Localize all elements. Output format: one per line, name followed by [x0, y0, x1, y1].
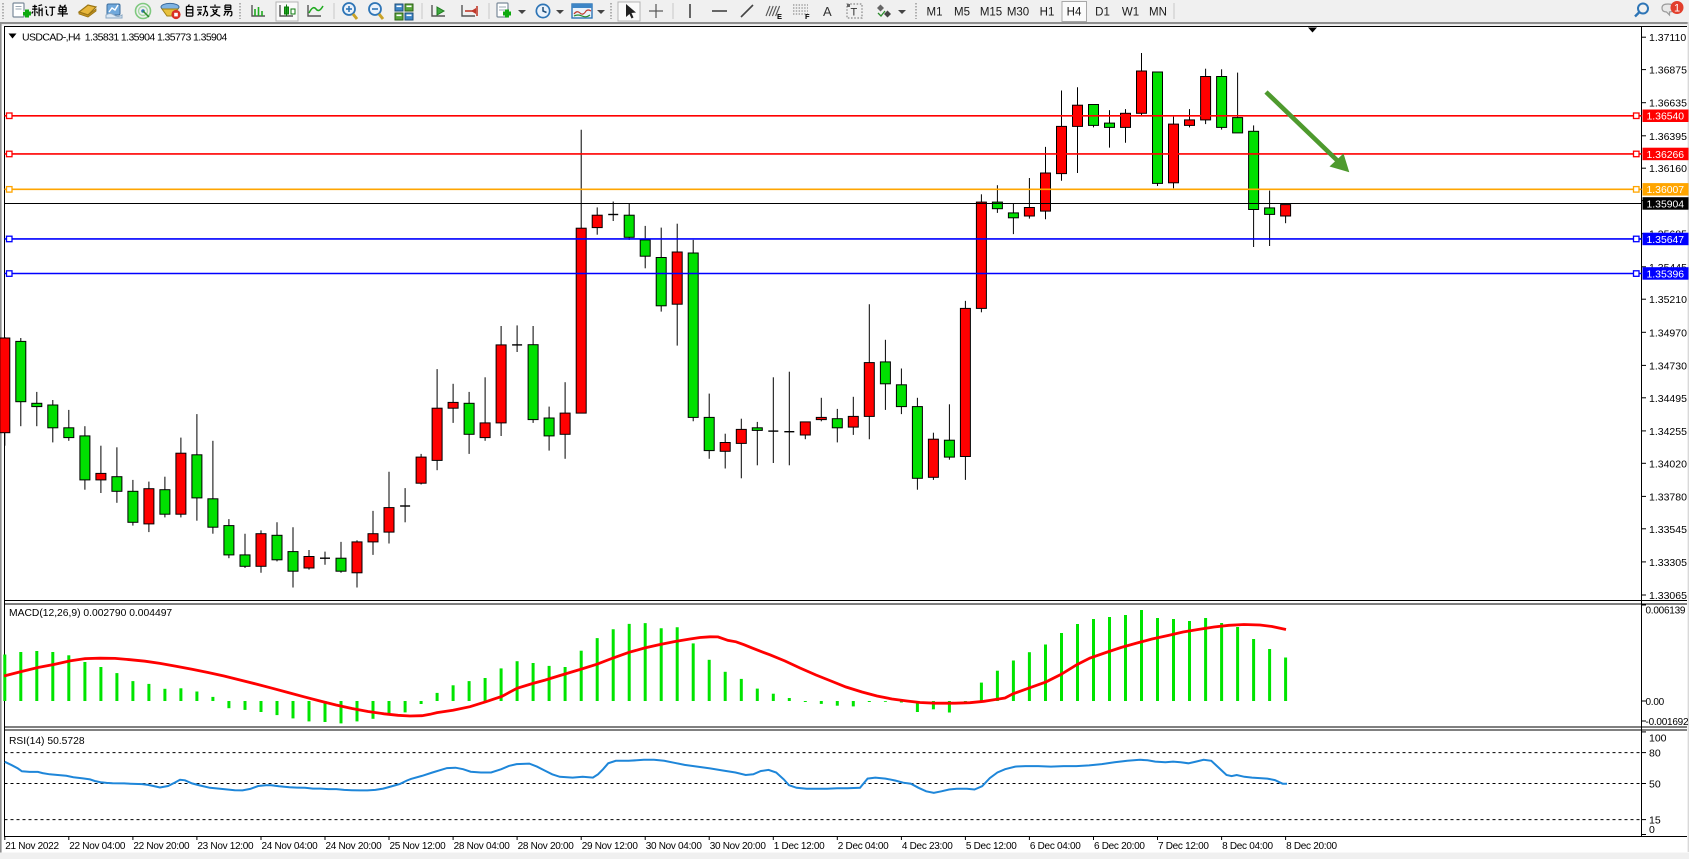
svg-text:D1: D1 — [1095, 7, 1110, 19]
svg-text:M1: M1 — [927, 7, 943, 19]
svg-text:8 Dec 20:00: 8 Dec 20:00 — [1286, 841, 1337, 852]
svg-text:29 Nov 12:00: 29 Nov 12:00 — [582, 841, 639, 852]
svg-text:F: F — [805, 12, 810, 21]
svg-text:0: 0 — [1649, 824, 1655, 836]
svg-text:1.33780: 1.33780 — [1649, 491, 1687, 503]
svg-text:100: 100 — [1649, 733, 1667, 745]
svg-text:24 Nov 20:00: 24 Nov 20:00 — [326, 841, 383, 852]
svg-text:30 Nov 04:00: 30 Nov 04:00 — [646, 841, 703, 852]
svg-text:1.34255: 1.34255 — [1649, 426, 1687, 438]
svg-text:M30: M30 — [1007, 7, 1029, 19]
svg-text:1.36540: 1.36540 — [1647, 112, 1685, 123]
svg-text:1.34970: 1.34970 — [1649, 327, 1687, 339]
svg-text:28 Nov 20:00: 28 Nov 20:00 — [518, 841, 575, 852]
svg-text:1.33545: 1.33545 — [1649, 524, 1687, 536]
svg-text:28 Nov 04:00: 28 Nov 04:00 — [454, 841, 511, 852]
svg-text:MACD(12,26,9) 0.002790 0.00449: MACD(12,26,9) 0.002790 0.004497 — [9, 608, 172, 619]
svg-text:USDCAD-,H4 1.35831 1.35904 1.: USDCAD-,H4 1.35831 1.35904 1.35773 1.359… — [22, 32, 228, 44]
svg-text:30 Nov 20:00: 30 Nov 20:00 — [710, 841, 767, 852]
svg-text:0.00: 0.00 — [1646, 697, 1665, 708]
svg-text:1.35396: 1.35396 — [1647, 269, 1685, 280]
svg-text:MN: MN — [1149, 7, 1167, 19]
svg-text:1: 1 — [1674, 3, 1680, 15]
svg-text:6 Dec 04:00: 6 Dec 04:00 — [1030, 841, 1081, 852]
svg-text:21 Nov 2022: 21 Nov 2022 — [5, 841, 59, 852]
svg-text:6 Dec 20:00: 6 Dec 20:00 — [1094, 841, 1145, 852]
svg-text:M15: M15 — [980, 7, 1002, 19]
svg-text:50: 50 — [1649, 779, 1661, 791]
svg-text:1.33305: 1.33305 — [1649, 557, 1687, 569]
svg-text:W1: W1 — [1122, 7, 1139, 19]
svg-text:1.34020: 1.34020 — [1649, 458, 1687, 470]
svg-text:22 Nov 20:00: 22 Nov 20:00 — [133, 841, 190, 852]
svg-text:1.37110: 1.37110 — [1649, 32, 1686, 44]
svg-text:1.35210: 1.35210 — [1649, 294, 1687, 306]
svg-text:25 Nov 12:00: 25 Nov 12:00 — [390, 841, 447, 852]
svg-text:1.36875: 1.36875 — [1649, 65, 1687, 77]
svg-text:23 Nov 12:00: 23 Nov 12:00 — [197, 841, 254, 852]
svg-text:1.36160: 1.36160 — [1649, 163, 1687, 175]
svg-text:A: A — [823, 4, 832, 19]
svg-text:2 Dec 04:00: 2 Dec 04:00 — [838, 841, 889, 852]
svg-text:E: E — [777, 12, 782, 21]
svg-text:M5: M5 — [954, 7, 970, 19]
svg-text:80: 80 — [1649, 748, 1661, 760]
svg-text:T: T — [851, 7, 858, 19]
svg-text:24 Nov 04:00: 24 Nov 04:00 — [262, 841, 319, 852]
svg-text:RSI(14) 50.5728: RSI(14) 50.5728 — [9, 736, 85, 747]
svg-text:1.34730: 1.34730 — [1649, 360, 1687, 372]
svg-text:1.36635: 1.36635 — [1649, 98, 1687, 110]
svg-text:7 Dec 12:00: 7 Dec 12:00 — [1158, 841, 1209, 852]
svg-text:1.36266: 1.36266 — [1647, 150, 1685, 161]
svg-text:1.34495: 1.34495 — [1649, 393, 1687, 405]
svg-text:4 Dec 23:00: 4 Dec 23:00 — [902, 841, 953, 852]
svg-text:H1: H1 — [1040, 7, 1055, 19]
svg-text:-0.001692: -0.001692 — [1646, 717, 1689, 728]
svg-text:1.35904: 1.35904 — [1647, 199, 1685, 210]
svg-text:0.006139: 0.006139 — [1646, 606, 1686, 617]
svg-text:22 Nov 04:00: 22 Nov 04:00 — [69, 841, 126, 852]
svg-text:H4: H4 — [1067, 7, 1082, 19]
svg-text:1 Dec 12:00: 1 Dec 12:00 — [774, 841, 825, 852]
svg-text:8 Dec 04:00: 8 Dec 04:00 — [1222, 841, 1273, 852]
svg-text:1.35647: 1.35647 — [1647, 235, 1685, 246]
svg-text:5 Dec 12:00: 5 Dec 12:00 — [966, 841, 1017, 852]
svg-text:1.33065: 1.33065 — [1649, 590, 1687, 602]
svg-text:15: 15 — [1649, 815, 1661, 827]
svg-text:1.36007: 1.36007 — [1647, 185, 1685, 196]
svg-text:1.36395: 1.36395 — [1649, 131, 1687, 143]
